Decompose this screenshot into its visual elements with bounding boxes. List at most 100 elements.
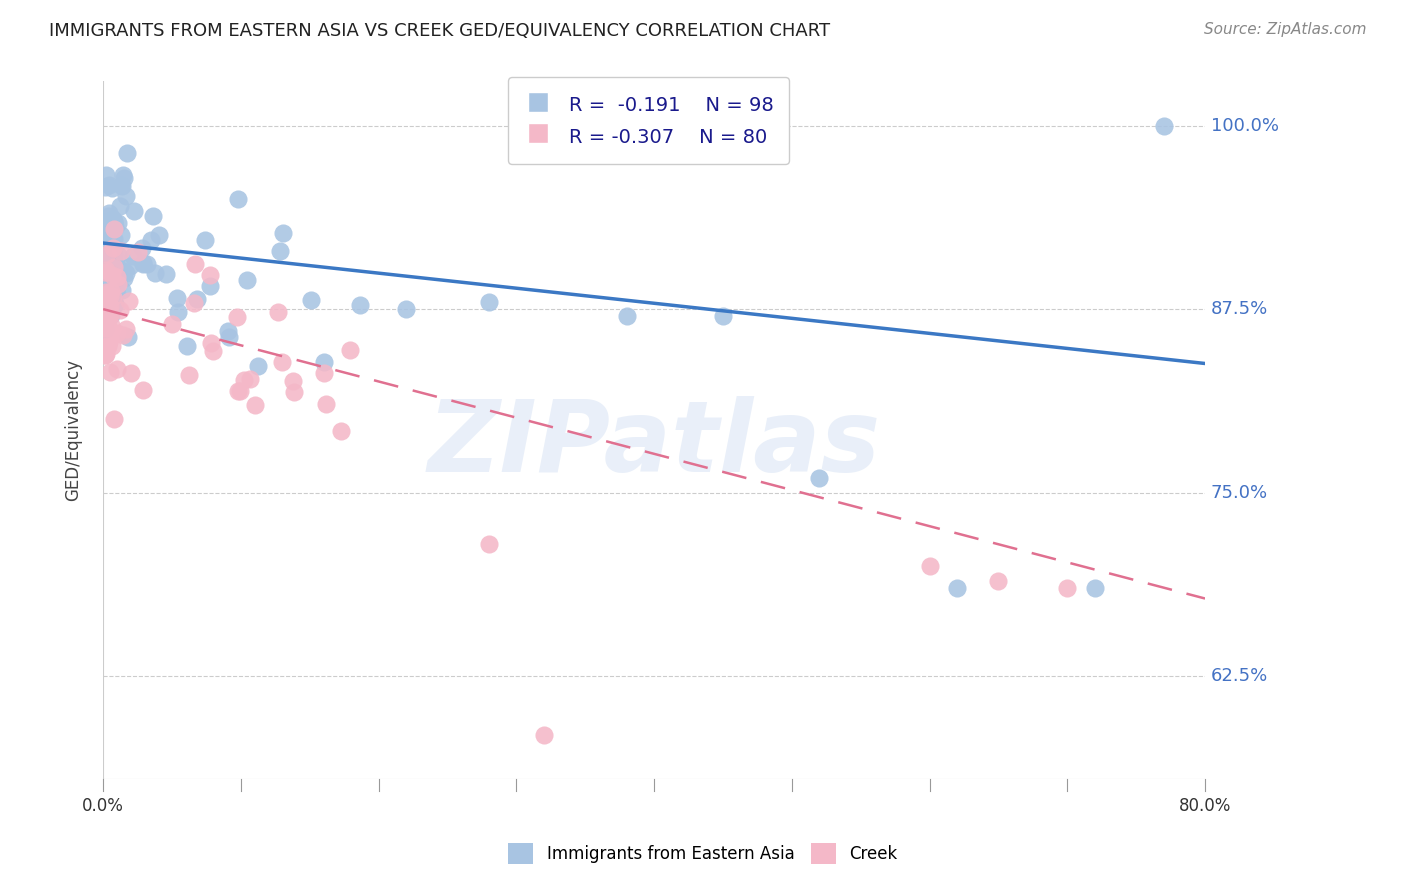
Point [547,119,569,133]
Point [98,206,121,220]
Point [93,265,115,279]
Point [283,384,305,399]
Point [132,383,155,397]
Point [103,215,125,229]
Point [245,398,267,412]
Text: 75.0%: 75.0% [1211,483,1268,502]
Point [94,297,117,311]
Point [217,324,239,338]
Point [184,256,207,270]
Point [198,278,221,293]
Point [100,244,122,259]
Point [107,248,129,262]
Point [1153,119,1175,133]
Point [105,270,128,285]
Point [711,310,734,324]
Point [117,146,139,161]
Legend: Immigrants from Eastern Asia, Creek: Immigrants from Eastern Asia, Creek [502,837,904,871]
Point [166,291,188,305]
Point [107,277,129,291]
Point [103,260,125,274]
Point [131,241,153,255]
Point [218,330,240,344]
Point [101,181,124,195]
Point [100,274,122,288]
Point [235,273,257,287]
Point [93,235,115,250]
Point [110,244,132,258]
Point [98,299,121,313]
Point [103,411,125,425]
Point [117,330,139,344]
Point [232,373,254,387]
Point [299,293,322,308]
Point [101,268,124,282]
Point [271,226,294,240]
Point [96,285,118,300]
Point [101,338,124,352]
Point [96,229,118,244]
Point [270,354,292,368]
Point [283,374,305,388]
Point [96,219,118,234]
Point [93,180,115,194]
Point [339,343,361,358]
Point [533,728,555,742]
Point [101,283,124,297]
Point [97,320,120,334]
Point [97,210,120,224]
Point [103,222,125,236]
Point [136,257,159,271]
Point [143,266,166,280]
Point [395,302,418,317]
Point [127,245,149,260]
Point [94,308,117,322]
Point [96,263,118,277]
Point [103,232,125,246]
Point [314,355,336,369]
Point [186,293,208,307]
Point [94,319,117,334]
Point [97,265,120,279]
Point [97,319,120,334]
Text: 100.0%: 100.0% [1211,117,1278,135]
Point [228,384,250,398]
Point [132,256,155,270]
Point [478,537,501,551]
Point [93,291,115,305]
Point [93,287,115,301]
Point [111,328,134,343]
Point [93,301,115,316]
Point [100,308,122,322]
Point [247,359,270,373]
Text: ZIPatlas: ZIPatlas [427,396,880,492]
Point [96,226,118,240]
Text: 87.5%: 87.5% [1211,300,1268,318]
Point [98,335,121,350]
Text: 62.5%: 62.5% [1211,667,1268,685]
Point [198,268,221,282]
Point [349,298,371,312]
Point [104,258,127,272]
Point [1084,581,1107,595]
Point [183,296,205,310]
Text: GED/Equivalency: GED/Equivalency [63,359,82,501]
Point [98,304,121,318]
Point [200,336,222,351]
Point [120,367,142,381]
Point [93,322,115,336]
Point [120,259,142,273]
Point [100,285,122,299]
Point [94,321,117,335]
Point [101,299,124,313]
Point [103,223,125,237]
Point [155,267,177,281]
Point [267,304,290,318]
Point [105,285,128,300]
Point [98,308,121,322]
Point [97,257,120,271]
Point [98,366,121,380]
Point [94,243,117,257]
Point [616,310,638,324]
Legend: R =  -0.191    N = 98, R = -0.307    N = 80: R = -0.191 N = 98, R = -0.307 N = 80 [509,78,789,163]
